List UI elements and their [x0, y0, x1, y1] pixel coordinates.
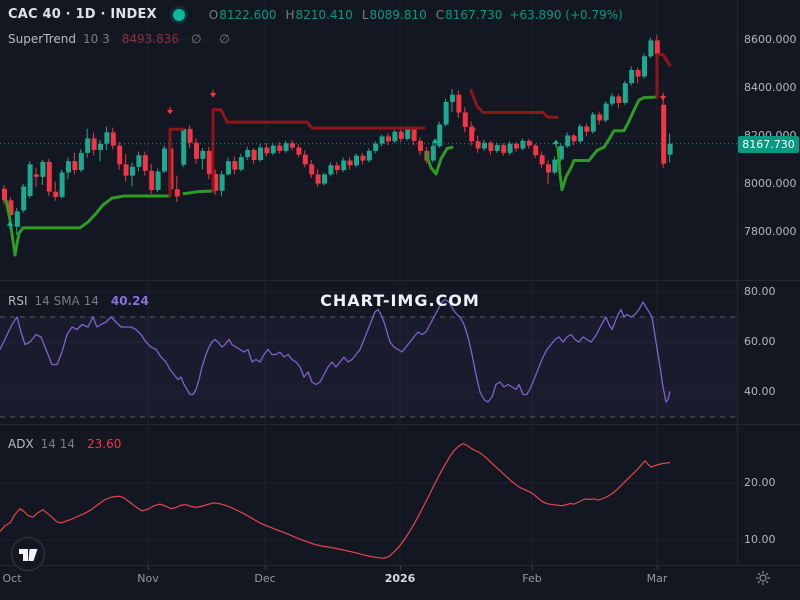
adx-legend: ADX 14 14 23.60 — [8, 437, 121, 451]
time-scale[interactable]: Oct Nov Dec 2026 Feb Mar — [0, 565, 800, 600]
ohlc-close-label: C — [435, 7, 445, 22]
ohlc-close-value: 8167.730 — [445, 7, 503, 22]
time-axis-label: Nov — [137, 572, 159, 585]
ohlc-low-value: 8089.810 — [369, 7, 427, 22]
sell-arrow-icon — [659, 95, 667, 101]
adx-curve — [0, 443, 671, 559]
rsi-band — [0, 317, 737, 417]
watermark: CHART-IMG.COM — [320, 291, 480, 310]
last-price-label: 8167.730 — [738, 135, 799, 153]
main-price-pane[interactable] — [0, 0, 737, 281]
adx-value: 23.60 — [87, 437, 122, 451]
time-axis-label: 2026 — [384, 572, 416, 585]
time-axis-tick — [265, 566, 266, 570]
adx-pane[interactable] — [0, 425, 737, 565]
supertrend-name[interactable]: SuperTrend — [8, 32, 76, 46]
ohlc-low-label: L — [361, 7, 369, 22]
buy-arrow-icon — [6, 221, 14, 226]
buy-arrow-icon — [431, 138, 439, 143]
ohlc-high-value: 8210.410 — [295, 7, 353, 22]
supertrend-hidden-values: ∅ ∅ — [190, 32, 237, 46]
rsi-axis-label: 40.00 — [744, 385, 776, 398]
rsi-name[interactable]: RSI — [8, 294, 28, 308]
time-axis-label: Mar — [646, 572, 668, 585]
tradingview-logo[interactable] — [8, 534, 48, 578]
rsi-curve — [0, 298, 671, 403]
sell-arrow-icon — [209, 93, 217, 98]
price-axis-label: 7800.000 — [744, 225, 797, 238]
ohlc-high-label: H — [285, 7, 295, 22]
adx-grid — [0, 425, 737, 565]
sell-arrow-icon — [469, 128, 477, 134]
rsi-pane[interactable] — [0, 281, 737, 425]
buy-arrow-icon — [552, 139, 560, 145]
adx-params: 14 14 — [40, 437, 76, 451]
supertrend-line — [4, 52, 672, 257]
price-axis-label: 8600.000 — [744, 33, 797, 46]
time-axis-tick — [148, 566, 149, 570]
rsi-legend: RSI 14 SMA 14 40.24 — [8, 294, 149, 308]
price-scale[interactable]: 8600.0008400.0008200.0008000.0007800.000… — [737, 0, 800, 565]
time-axis-tick — [532, 566, 533, 570]
market-status-dot[interactable] — [172, 8, 185, 21]
symbol-title[interactable]: CAC 40 · 1D · INDEX — [8, 7, 157, 22]
candlestick-series — [2, 34, 673, 235]
theme-sun-icon[interactable] — [754, 569, 772, 591]
ohlc-open-label: O — [208, 7, 219, 22]
rsi-axis-label: 60.00 — [744, 335, 776, 348]
supertrend-value: 8493.836 — [121, 32, 179, 46]
rsi-value: 40.24 — [110, 294, 149, 308]
rsi-axis-label: 80.00 — [744, 285, 776, 298]
ohlc-change: +63.890 (+0.79%) — [509, 7, 623, 22]
rsi-params: 14 SMA 14 — [34, 294, 99, 308]
pane-separator[interactable] — [0, 280, 800, 281]
price-axis-label: 8000.000 — [744, 177, 797, 190]
price-axis-label: 8400.000 — [744, 81, 797, 94]
time-axis-label: Oct — [2, 572, 22, 585]
ohlc-open-value: 8122.600 — [219, 7, 277, 22]
adx-name[interactable]: ADX — [8, 437, 34, 451]
symbol-header: CAC 40 · 1D · INDEX O 8122.600 H 8210.41… — [8, 7, 623, 22]
main-grid — [0, 0, 737, 281]
time-axis-tick — [400, 566, 401, 570]
sell-arrow-icon — [166, 109, 174, 115]
adx-axis-label: 20.00 — [744, 476, 776, 489]
pane-separator[interactable] — [0, 424, 800, 425]
signal-markers — [6, 90, 667, 229]
time-axis-label: Feb — [522, 572, 542, 585]
supertrend-legend: SuperTrend 10 3 8493.836 ∅ ∅ — [8, 32, 237, 46]
supertrend-params: 10 3 — [83, 32, 110, 46]
time-axis-tick — [657, 566, 658, 570]
time-axis-label: Dec — [254, 572, 276, 585]
adx-axis-label: 10.00 — [744, 533, 776, 546]
